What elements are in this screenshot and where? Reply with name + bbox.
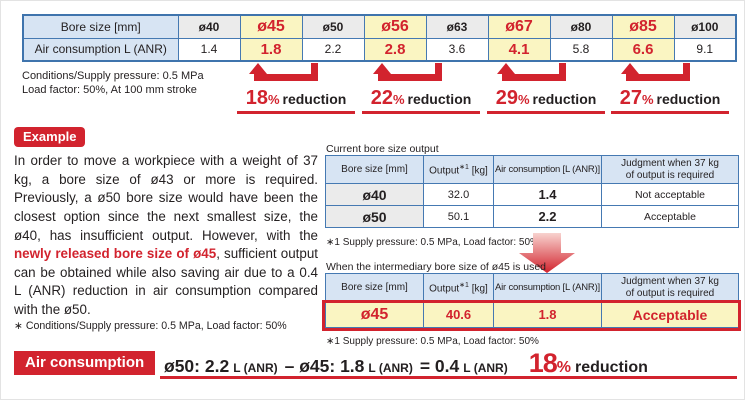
reduction-arrow-icon — [621, 63, 690, 81]
row-header-bore-size: Bore size [mm] — [22, 14, 179, 39]
conditions-line1: Conditions/Supply pressure: 0.5 MPa — [22, 70, 204, 82]
bore-cell-highlight: ø45 — [239, 14, 303, 39]
table-header-row: Bore size [mm] Output∗1 [kg] Air consump… — [325, 155, 739, 184]
row-header-air-consumption: Air consumption L (ANR) — [22, 37, 179, 62]
header-bore-size: Bore size [mm] — [325, 155, 424, 184]
reduction-label: 29% reduction — [487, 87, 605, 114]
value-cell: 1.4 — [177, 37, 241, 62]
air-cell: 1.8 — [493, 301, 602, 328]
reduction-percent: 29 — [495, 87, 518, 109]
example-badge: Example — [14, 127, 86, 147]
bore-cell: ø40 — [177, 14, 241, 39]
conditions-line2: Load factor: 50%, At 100 mm stroke — [22, 84, 197, 96]
reduction-label: 18% reduction — [237, 87, 355, 114]
paragraph-text: , sufficient output can be obtained whil… — [14, 246, 318, 317]
bore-size-table: Bore size [mm] ø40 ø45 ø50 ø56 ø63 ø67 ø… — [22, 14, 737, 62]
output-cell: 32.0 — [423, 183, 494, 206]
conditions-note: Conditions/Supply pressure: 0.5 MPa Load… — [22, 69, 204, 97]
bore-cell: ø63 — [425, 14, 489, 39]
current-bore-table: Bore size [mm] Output∗1 [kg] Air consump… — [325, 155, 739, 228]
intermediary-table-title: When the intermediary bore size of ø45 i… — [326, 261, 547, 273]
value-cell-highlight: 4.1 — [487, 37, 551, 62]
header-judgment: Judgment when 37 kg of output is required — [601, 155, 739, 184]
equation-term: ø50: 2.2 — [164, 356, 230, 376]
air-consumption-row: Air consumption L (ANR) 1.4 1.8 2.2 2.8 … — [22, 37, 737, 62]
reduction-percent: 27 — [619, 87, 642, 109]
air-cell: 1.4 — [493, 183, 602, 206]
value-cell: 5.8 — [549, 37, 613, 62]
value-cell: 9.1 — [673, 37, 737, 62]
value-cell-highlight: 6.6 — [611, 37, 675, 62]
bore-cell: ø100 — [673, 14, 737, 39]
summary-underline — [160, 376, 737, 379]
value-cell: 2.2 — [301, 37, 365, 62]
value-cell-highlight: 2.8 — [363, 37, 427, 62]
result-percent: 18 — [528, 348, 558, 378]
equation-unit: L (ANR) — [463, 361, 508, 375]
reduction-arrow-icon — [373, 63, 442, 81]
reduction-arrow-icon — [249, 63, 318, 81]
paragraph-text: In order to move a workpiece with a weig… — [14, 153, 318, 243]
header-bore-size: Bore size [mm] — [325, 273, 424, 302]
bore-cell-highlight: ø56 — [363, 14, 427, 39]
table-row: ø40 32.0 1.4 Not acceptable — [325, 183, 739, 206]
value-cell-highlight: 1.8 — [239, 37, 303, 62]
header-air-consumption: Air consumption [L (ANR)] — [493, 273, 602, 302]
reduction-percent: 22 — [370, 87, 393, 109]
bore-cell: ø80 — [549, 14, 613, 39]
header-output: Output∗1 [kg] — [423, 155, 494, 184]
value-cell: 3.6 — [425, 37, 489, 62]
header-judgment: Judgment when 37 kg of output is required — [601, 273, 739, 302]
reduction-label: 27% reduction — [611, 87, 729, 114]
header-air-consumption: Air consumption [L (ANR)] — [493, 155, 602, 184]
bore-cell: ø45 — [325, 301, 424, 328]
equation-unit: L (ANR) — [233, 361, 278, 375]
reduction-arrow-icon — [497, 63, 566, 81]
air-consumption-equation: ø50: 2.2 L (ANR) – ø45: 1.8 L (ANR) = 0.… — [164, 348, 648, 378]
bore-cell: ø40 — [325, 183, 424, 206]
bore-cell: ø50 — [325, 205, 424, 228]
highlight-row: ø45 40.6 1.8 Acceptable — [325, 301, 739, 328]
equation-unit: L (ANR) — [368, 361, 413, 375]
header-output: Output∗1 [kg] — [423, 273, 494, 302]
reduction-percent: 18 — [245, 87, 268, 109]
reduction-label: 22% reduction — [362, 87, 480, 114]
table-row: ø50 50.1 2.2 Acceptable — [325, 205, 739, 228]
result-word: reduction — [574, 359, 648, 376]
example-paragraph: In order to move a workpiece with a weig… — [14, 152, 318, 320]
bore-cell-highlight: ø67 — [487, 14, 551, 39]
current-table-title: Current bore size output — [326, 143, 439, 155]
judgment-cell: Acceptable — [601, 205, 739, 228]
equation-term: = 0.4 — [419, 356, 460, 376]
example-footnote: ∗ Conditions/Supply pressure: 0.5 MPa, L… — [14, 320, 287, 332]
air-consumption-label: Air consumption — [14, 351, 156, 375]
output-cell: 40.6 — [423, 301, 494, 328]
bore-cell: ø50 — [301, 14, 365, 39]
judgment-cell: Not acceptable — [601, 183, 739, 206]
table-header-row: Bore size [mm] Output∗1 [kg] Air consump… — [325, 273, 739, 302]
intermediary-bore-table: Bore size [mm] Output∗1 [kg] Air consump… — [325, 273, 739, 328]
equation-term: – ø45: 1.8 — [284, 356, 365, 376]
paragraph-highlight: newly released bore size of ø45 — [14, 246, 217, 262]
down-arrow-icon — [519, 233, 575, 273]
bore-cell-highlight: ø85 — [611, 14, 675, 39]
bore-size-row: Bore size [mm] ø40 ø45 ø50 ø56 ø63 ø67 ø… — [22, 14, 737, 39]
air-cell: 2.2 — [493, 205, 602, 228]
current-table-footnote: ∗1 Supply pressure: 0.5 MPa, Load factor… — [326, 237, 539, 248]
intermediary-table-footnote: ∗1 Supply pressure: 0.5 MPa, Load factor… — [326, 336, 539, 347]
output-cell: 50.1 — [423, 205, 494, 228]
judgment-cell: Acceptable — [601, 301, 739, 328]
